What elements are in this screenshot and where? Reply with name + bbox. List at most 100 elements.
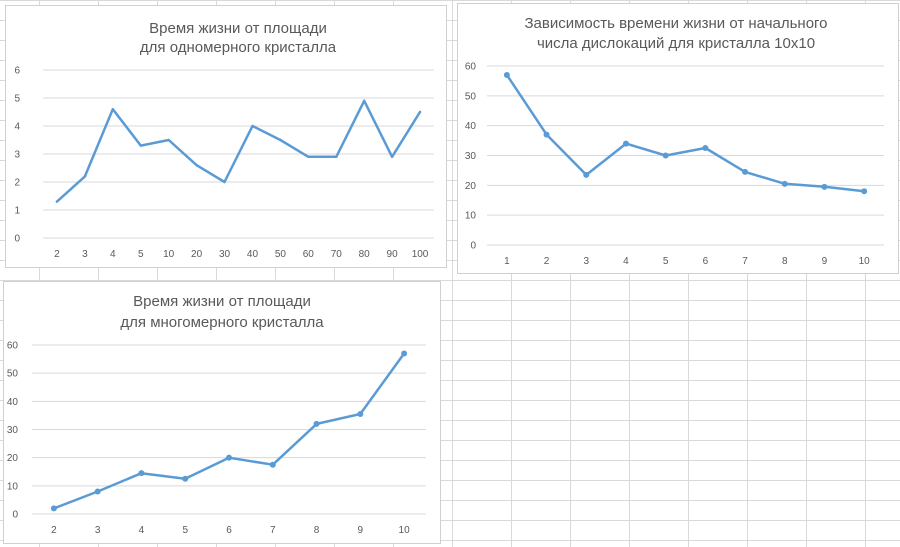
chart-3-y-tick-label: 10	[7, 481, 19, 492]
chart-2-data-point[interactable]	[781, 180, 788, 187]
chart-1-x-tick-label: 100	[412, 249, 429, 260]
chart-2-x-tick-label: 3	[583, 256, 589, 267]
chart-1-x-tick-label: 40	[247, 249, 259, 260]
chart-3-x-tick-label: 2	[51, 525, 57, 536]
chart-3-x-tick-label: 3	[95, 525, 101, 536]
chart-1-data-point[interactable]	[251, 124, 254, 128]
chart-2-data-point[interactable]	[622, 140, 629, 147]
chart-1-y-tick-label: 1	[14, 206, 20, 217]
chart-1-x-tick-label: 4	[110, 249, 116, 260]
chart-1-x-tick-label: 2	[54, 249, 60, 260]
chart-2-y-tick-label: 0	[470, 241, 476, 252]
chart-lifetime-1d[interactable]: Время жизни от площади для одномерного к…	[5, 5, 447, 268]
chart-1-svg: Время жизни от площади для одномерного к…	[14, 20, 434, 260]
chart-3-y-tick-label: 20	[7, 453, 19, 464]
chart-1-y-tick-label: 2	[14, 178, 20, 189]
chart-1-data-point[interactable]	[362, 99, 366, 103]
chart-1-title-line-2: для одномерного кристалла	[140, 39, 337, 56]
chart-3-data-point[interactable]	[50, 505, 57, 512]
chart-1-y-tick-label: 4	[14, 122, 20, 133]
chart-3-x-tick-label: 6	[226, 525, 232, 536]
chart-2-y-tick-label: 10	[465, 211, 477, 222]
chart-3-title-line-1: Время жизни от площади	[133, 293, 311, 310]
chart-1-data-point[interactable]	[418, 110, 422, 114]
chart-3-x-tick-label: 9	[358, 525, 364, 536]
chart-2-y-tick-label: 50	[465, 91, 477, 102]
chart-2-data-point[interactable]	[503, 71, 510, 78]
chart-2-data-point[interactable]	[821, 183, 828, 190]
chart-3-title-line-2: для многомерного кристалла	[120, 314, 324, 331]
chart-2-x-tick-label: 9	[822, 256, 828, 267]
chart-2-x-tick-label: 7	[742, 256, 748, 267]
chart-lifetime-vs-dislocations[interactable]: Зависимость времени жизни от начального …	[457, 3, 899, 274]
chart-3-x-tick-label: 7	[270, 525, 276, 536]
chart-1-data-point[interactable]	[111, 108, 115, 111]
chart-3-series-line	[52, 352, 406, 510]
chart-1-data-point[interactable]	[390, 155, 394, 158]
chart-1-y-tick-label: 0	[14, 234, 20, 245]
chart-2-svg: Зависимость времени жизни от начального …	[465, 15, 884, 267]
chart-1-title-line-1: Время жизни от площади	[149, 20, 327, 37]
chart-2-x-tick-label: 8	[782, 256, 788, 267]
chart-3-x-tick-label: 8	[314, 525, 320, 536]
chart-1-data-point[interactable]	[279, 138, 282, 142]
chart-3-data-point[interactable]	[226, 454, 232, 461]
chart-1-x-tick-label: 5	[138, 249, 144, 260]
chart-1-x-tick-label: 50	[275, 249, 287, 260]
chart-3-data-point[interactable]	[357, 411, 364, 418]
chart-2-data-point[interactable]	[583, 171, 590, 178]
chart-3-data-point[interactable]	[401, 350, 408, 357]
chart-3-y-tick-label: 30	[7, 425, 19, 436]
chart-2-title-line-1: Зависимость времени жизни от начального	[524, 15, 827, 32]
chart-3-data-point[interactable]	[313, 420, 320, 427]
chart-1-x-tick-label: 90	[387, 249, 399, 260]
chart-2-series-line	[505, 73, 866, 193]
chart-2-x-tick-label: 5	[663, 256, 669, 267]
chart-3-y-tick-label: 60	[7, 341, 19, 352]
chart-2-data-point[interactable]	[543, 131, 550, 138]
chart-2-x-tick-label: 10	[859, 256, 871, 267]
chart-3-y-tick-label: 0	[12, 510, 18, 521]
chart-3-x-tick-label: 10	[399, 525, 411, 536]
chart-2-x-tick-label: 6	[703, 256, 709, 267]
chart-2-y-tick-label: 60	[465, 62, 477, 73]
chart-2-y-tick-label: 30	[465, 151, 477, 162]
chart-1-x-tick-label: 60	[303, 249, 315, 260]
chart-3-svg: Время жизни от площади для многомерного …	[7, 293, 426, 536]
chart-1-data-point[interactable]	[83, 175, 87, 178]
chart-1-data-point[interactable]	[307, 155, 310, 158]
chart-2-data-point[interactable]	[702, 145, 709, 152]
chart-1-data-point[interactable]	[167, 138, 170, 142]
chart-2-data-point[interactable]	[861, 188, 868, 195]
chart-1-y-tick-label: 6	[14, 66, 20, 77]
chart-1-x-tick-label: 30	[219, 249, 231, 260]
chart-1-x-tick-label: 80	[359, 249, 371, 260]
chart-3-data-point[interactable]	[269, 461, 276, 468]
chart-2-data-point[interactable]	[742, 168, 749, 175]
chart-3-data-point[interactable]	[138, 470, 145, 477]
chart-1-data-point[interactable]	[223, 180, 226, 184]
chart-3-data-point[interactable]	[94, 488, 101, 495]
chart-1-series-line	[55, 99, 422, 203]
chart-3-data-point[interactable]	[182, 475, 189, 482]
chart-3-x-tick-label: 4	[139, 525, 145, 536]
chart-1-data-point[interactable]	[55, 200, 59, 203]
chart-3-x-tick-label: 5	[182, 525, 188, 536]
chart-2-x-tick-label: 2	[544, 256, 550, 267]
chart-1-y-tick-label: 3	[14, 150, 20, 161]
chart-1-x-tick-label: 3	[82, 249, 88, 260]
chart-3-y-tick-label: 50	[7, 369, 19, 380]
chart-1-data-point[interactable]	[195, 164, 198, 167]
chart-1-data-point[interactable]	[335, 155, 338, 158]
chart-2-x-tick-label: 4	[623, 256, 629, 267]
chart-2-y-tick-label: 20	[465, 181, 477, 192]
chart-1-x-tick-label: 20	[191, 249, 203, 260]
chart-1-x-tick-label: 10	[163, 249, 175, 260]
chart-2-x-tick-label: 1	[504, 256, 510, 267]
chart-1-data-point[interactable]	[139, 144, 142, 147]
chart-2-y-tick-label: 40	[465, 121, 477, 132]
chart-3-y-tick-label: 40	[7, 397, 19, 408]
chart-1-x-tick-label: 70	[331, 249, 343, 260]
chart-lifetime-multidim[interactable]: Время жизни от площади для многомерного …	[3, 281, 441, 544]
chart-2-data-point[interactable]	[662, 152, 669, 159]
